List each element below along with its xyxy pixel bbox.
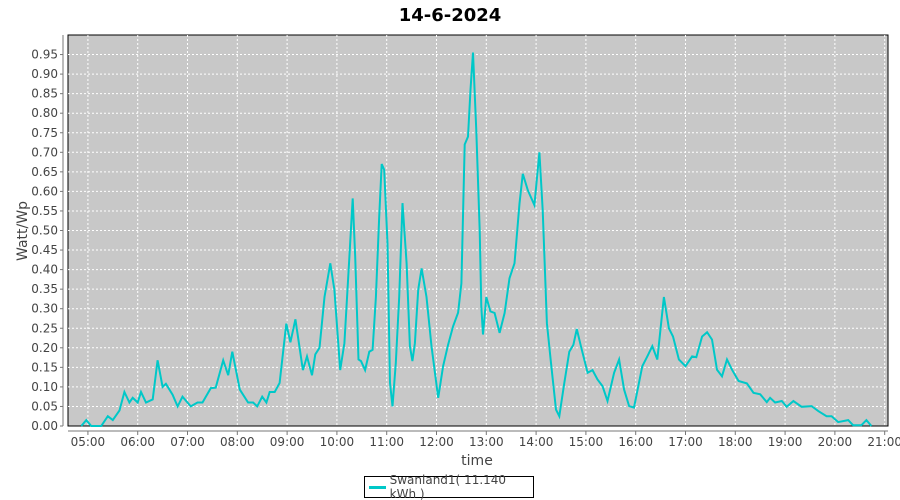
y-tick-label: 0.40 [31,263,58,277]
x-tick-label: 05:00 [71,435,106,449]
y-tick-label: 0.30 [31,302,58,316]
legend: Swanland1( 11.140 kWh ) [364,473,534,500]
y-tick-label: 0.80 [31,106,58,120]
x-axis-label: time [461,453,493,469]
x-tick-label: 15:00 [569,435,604,449]
y-tick-label: 0.35 [31,282,58,296]
x-tick-label: 18:00 [718,435,753,449]
series-line [80,52,873,427]
y-tick-label: 0.60 [31,184,58,198]
y-tick-label: 0.85 [31,87,58,101]
y-tick-label: 0.00 [31,419,58,433]
legend-label: Swanland1( 11.140 kWh ) [389,473,507,500]
y-tick-label: 0.25 [31,321,58,335]
y-axis-label: Watt/Wp [15,201,31,261]
y-tick-label: 0.65 [31,165,58,179]
y-tick-label: 0.15 [31,360,58,374]
y-tick-label: 0.55 [31,204,58,218]
y-tick-label: 0.90 [31,67,58,81]
x-tick-label: 06:00 [120,435,155,449]
x-tick-label: 11:00 [369,435,404,449]
x-tick-label: 10:00 [320,435,355,449]
x-tick-label: 17:00 [668,435,703,449]
x-axis: 05:00 06:00 07:00 08:00 09:00 10:00 11:00 12:00… [68,430,900,449]
x-tick-label: 16:00 [618,435,653,449]
x-tick-label: 20:00 [818,435,853,449]
y-tick-label: 0.10 [31,380,58,394]
x-tick-label: 21:00 [867,435,900,449]
chart-title: 14-6-2024 [399,5,502,26]
x-tick-label: 14:00 [519,435,554,449]
y-tick-label: 0.70 [31,145,58,159]
y-tick-label: 0.45 [31,243,58,257]
legend-swatch [369,485,386,489]
x-tick-label: 12:00 [419,435,454,449]
x-tick-label: 09:00 [270,435,305,449]
x-tick-label: 08:00 [220,435,255,449]
y-tick-label: 0.50 [31,224,58,238]
x-tick-label: 19:00 [768,435,803,449]
y-tick-label: 0.20 [31,341,58,355]
y-axis: 0.00 0.05 0.10 0.15 0.20 0.25 0.30 0.35 0.40 0.45… [31,35,64,433]
y-tick-label: 0.75 [31,126,58,140]
x-tick-label: 07:00 [170,435,205,449]
y-tick-label: 0.95 [31,48,58,62]
x-tick-label: 13:00 [469,435,504,449]
y-tick-label: 0.05 [31,399,58,413]
